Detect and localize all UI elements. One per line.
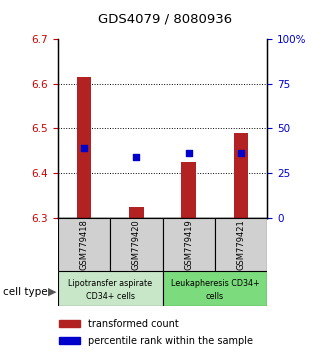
Text: GSM779418: GSM779418: [80, 219, 88, 270]
Point: [81, 145, 86, 151]
Bar: [129, 206, 144, 218]
Text: Lipotransfer aspirate: Lipotransfer aspirate: [68, 279, 152, 288]
Text: cells: cells: [206, 292, 224, 301]
Text: GSM779421: GSM779421: [237, 219, 246, 270]
Text: cell type: cell type: [3, 287, 48, 297]
Bar: [234, 133, 248, 218]
Text: GSM779419: GSM779419: [184, 219, 193, 270]
Text: percentile rank within the sample: percentile rank within the sample: [88, 336, 253, 346]
Text: GDS4079 / 8080936: GDS4079 / 8080936: [98, 12, 232, 25]
Text: GSM779420: GSM779420: [132, 219, 141, 270]
Point: [134, 155, 139, 160]
Point: [239, 150, 244, 156]
Bar: [59, 337, 80, 344]
Text: CD34+ cells: CD34+ cells: [86, 292, 135, 301]
Text: ▶: ▶: [48, 287, 56, 297]
FancyBboxPatch shape: [162, 271, 267, 306]
Bar: [77, 77, 91, 218]
FancyBboxPatch shape: [215, 218, 267, 271]
Bar: [182, 162, 196, 218]
FancyBboxPatch shape: [58, 218, 110, 271]
Bar: [59, 320, 80, 327]
FancyBboxPatch shape: [58, 271, 162, 306]
FancyBboxPatch shape: [162, 218, 215, 271]
FancyBboxPatch shape: [110, 218, 162, 271]
Text: transformed count: transformed count: [88, 319, 179, 329]
Point: [186, 150, 191, 156]
Text: Leukapheresis CD34+: Leukapheresis CD34+: [171, 279, 259, 288]
